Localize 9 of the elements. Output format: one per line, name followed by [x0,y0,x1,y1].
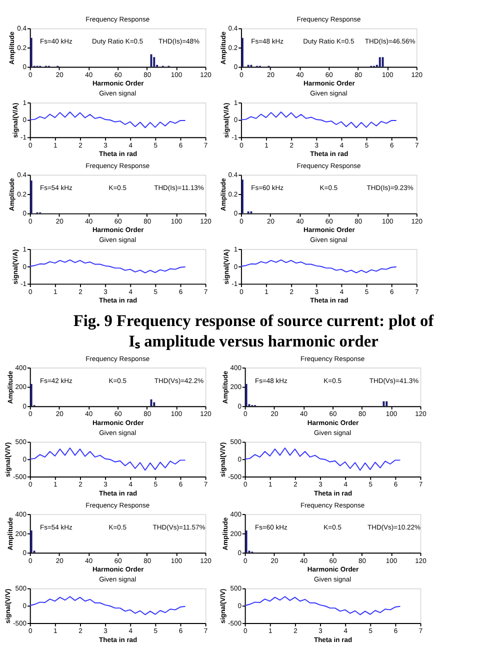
line-series [240,259,397,274]
line-series [29,112,186,128]
line-series [29,596,186,616]
line-series [29,448,186,471]
text: Fig. 9 Frequency response of source current: plot of Iₛ amplitude versus harmonic order [73,311,434,350]
line-series [29,259,186,274]
line-series [240,112,397,128]
line-series [244,596,401,616]
line-series [244,448,401,471]
